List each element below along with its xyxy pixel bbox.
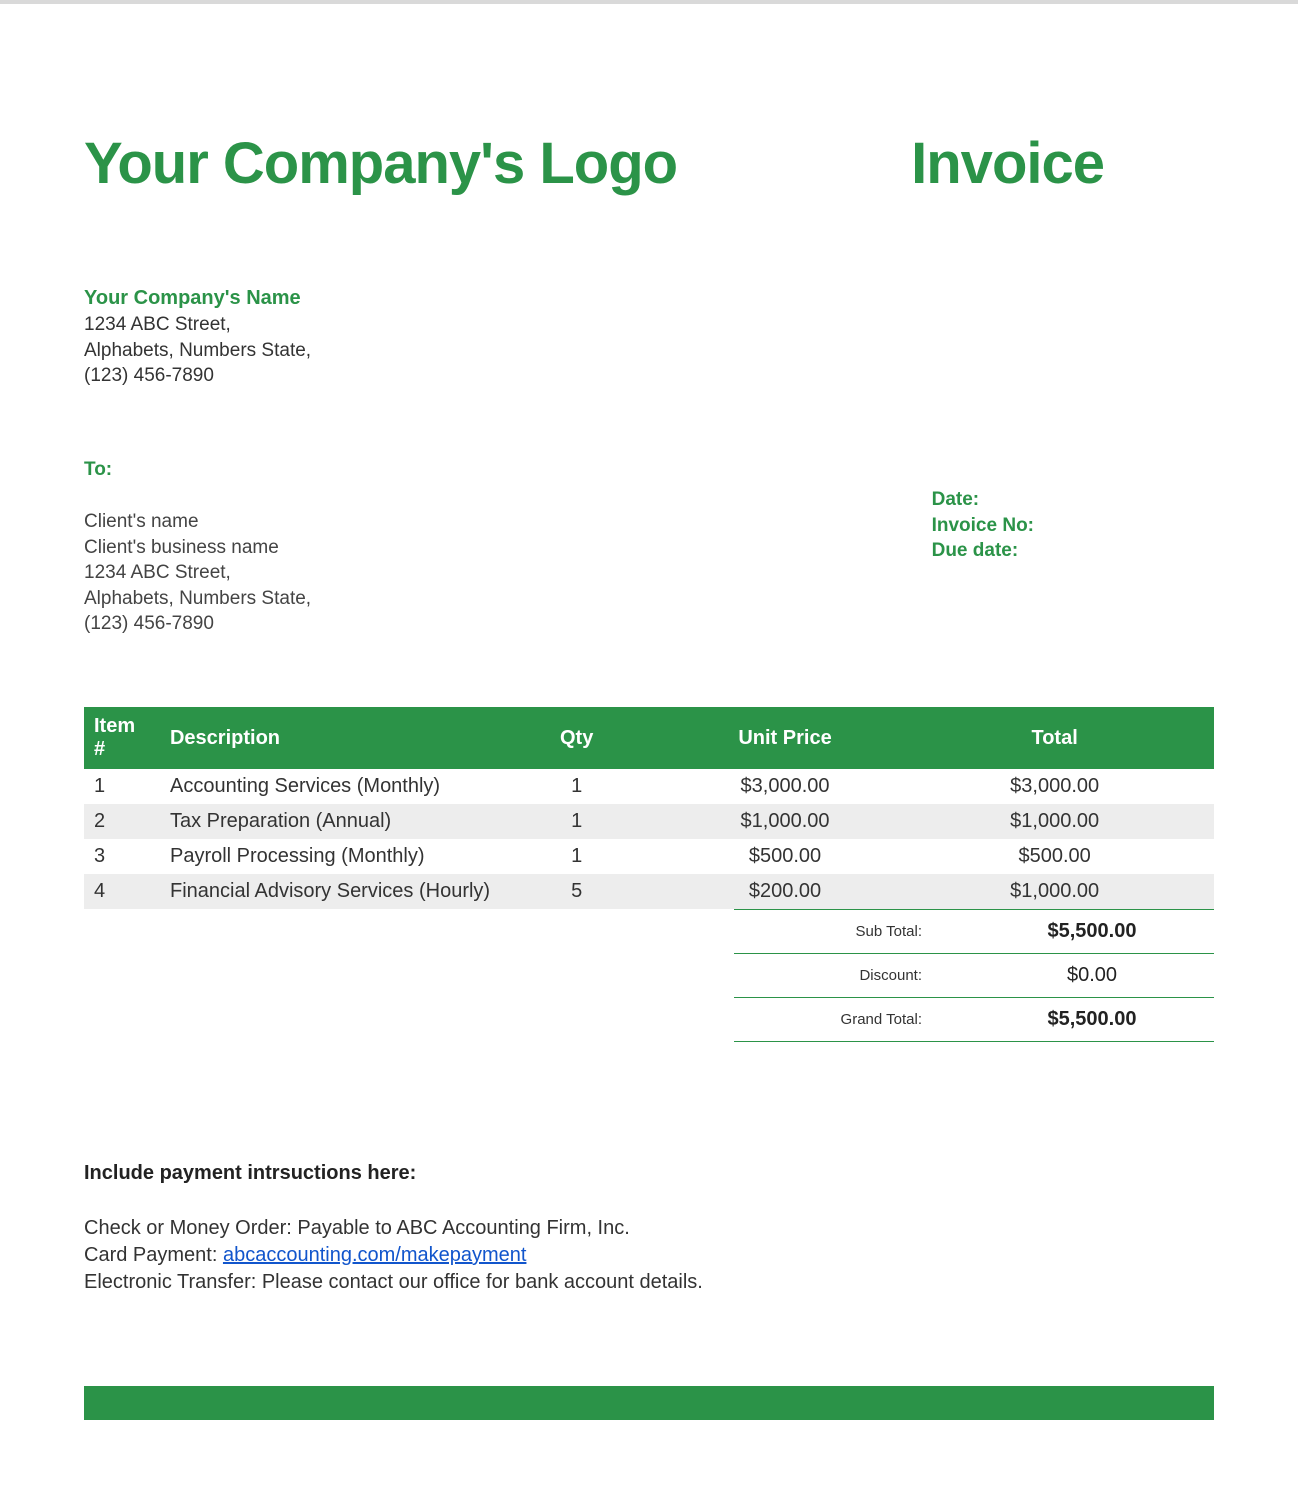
client-name: Client's name — [84, 509, 311, 535]
cell-qty: 5 — [503, 874, 650, 909]
table-header-row: Item # Description Qty Unit Price Total — [84, 707, 1214, 769]
col-header-qty: Qty — [503, 707, 650, 769]
meta-row: To: Client's name Client's business name… — [84, 459, 1214, 637]
company-logo-text: Your Company's Logo — [84, 130, 677, 197]
invoice-meta: Date: Invoice No: Due date: — [932, 487, 1034, 637]
company-block: Your Company's Name 1234 ABC Street, Alp… — [84, 287, 1214, 389]
client-business: Client's business name — [84, 535, 311, 561]
payment-line-transfer: Electronic Transfer: Please contact our … — [84, 1269, 1214, 1296]
company-name: Your Company's Name — [84, 287, 1214, 310]
table-body: 1 Accounting Services (Monthly) 1 $3,000… — [84, 769, 1214, 909]
invoice-title: Invoice — [911, 130, 1104, 197]
client-city-state: Alphabets, Numbers State, — [84, 586, 311, 612]
payment-link[interactable]: abcaccounting.com/makepayment — [223, 1244, 527, 1266]
cell-pad — [1189, 839, 1214, 874]
cell-total: $500.00 — [920, 839, 1190, 874]
cell-pad — [1189, 804, 1214, 839]
cell-qty: 1 — [503, 839, 650, 874]
cell-total: $3,000.00 — [920, 769, 1190, 804]
table-row: 2 Tax Preparation (Annual) 1 $1,000.00 $… — [84, 804, 1214, 839]
payment-block: Include payment intrsuctions here: Check… — [84, 1162, 1214, 1296]
cell-total: $1,000.00 — [920, 804, 1190, 839]
client-phone: (123) 456-7890 — [84, 611, 311, 637]
header-edge — [1189, 707, 1214, 769]
payment-line-check: Check or Money Order: Payable to ABC Acc… — [84, 1215, 1214, 1242]
cell-item: 4 — [84, 874, 160, 909]
col-header-total: Total — [920, 707, 1190, 769]
payment-heading: Include payment intrsuctions here: — [84, 1162, 1214, 1185]
to-label: To: — [84, 459, 311, 481]
subtotal-label: Sub Total: — [746, 923, 982, 940]
cell-description: Payroll Processing (Monthly) — [160, 839, 503, 874]
grand-total-label: Grand Total: — [746, 1011, 982, 1028]
cell-unit-price: $3,000.00 — [650, 769, 920, 804]
footer-bar — [84, 1386, 1214, 1420]
company-city-state: Alphabets, Numbers State, — [84, 338, 1214, 364]
cell-total: $1,000.00 — [920, 874, 1190, 909]
col-header-unit-price: Unit Price — [650, 707, 920, 769]
meta-invoice-no-label: Invoice No: — [932, 513, 1034, 539]
company-street: 1234 ABC Street, — [84, 312, 1214, 338]
cell-pad — [1189, 769, 1214, 804]
header-row: Your Company's Logo Invoice — [84, 130, 1214, 197]
grand-total-value: $5,500.00 — [982, 1008, 1202, 1031]
meta-date-label: Date: — [932, 487, 1034, 513]
discount-value: $0.00 — [982, 964, 1202, 987]
subtotal-row: Sub Total: $5,500.00 — [734, 909, 1214, 953]
totals-block: Sub Total: $5,500.00 Discount: $0.00 Gra… — [734, 909, 1214, 1042]
table-row: 4 Financial Advisory Services (Hourly) 5… — [84, 874, 1214, 909]
cell-pad — [1189, 874, 1214, 909]
cell-description: Accounting Services (Monthly) — [160, 769, 503, 804]
cell-qty: 1 — [503, 804, 650, 839]
cell-unit-price: $1,000.00 — [650, 804, 920, 839]
grand-total-row: Grand Total: $5,500.00 — [734, 997, 1214, 1042]
payment-card-prefix: Card Payment: — [84, 1244, 223, 1266]
subtotal-value: $5,500.00 — [982, 920, 1202, 943]
discount-row: Discount: $0.00 — [734, 953, 1214, 997]
meta-due-date-label: Due date: — [932, 538, 1034, 564]
client-block: To: Client's name Client's business name… — [84, 459, 311, 637]
cell-item: 2 — [84, 804, 160, 839]
company-phone: (123) 456-7890 — [84, 363, 1214, 389]
cell-item: 1 — [84, 769, 160, 804]
payment-line-card: Card Payment: abcaccounting.com/makepaym… — [84, 1242, 1214, 1269]
cell-description: Tax Preparation (Annual) — [160, 804, 503, 839]
col-header-description: Description — [160, 707, 503, 769]
line-items-table: Item # Description Qty Unit Price Total … — [84, 707, 1214, 909]
table-row: 3 Payroll Processing (Monthly) 1 $500.00… — [84, 839, 1214, 874]
col-header-item: Item # — [84, 707, 160, 769]
client-street: 1234 ABC Street, — [84, 560, 311, 586]
cell-description: Financial Advisory Services (Hourly) — [160, 874, 503, 909]
cell-unit-price: $500.00 — [650, 839, 920, 874]
table-row: 1 Accounting Services (Monthly) 1 $3,000… — [84, 769, 1214, 804]
cell-qty: 1 — [503, 769, 650, 804]
invoice-page: Your Company's Logo Invoice Your Company… — [0, 0, 1298, 1480]
discount-label: Discount: — [746, 967, 982, 984]
cell-item: 3 — [84, 839, 160, 874]
cell-unit-price: $200.00 — [650, 874, 920, 909]
